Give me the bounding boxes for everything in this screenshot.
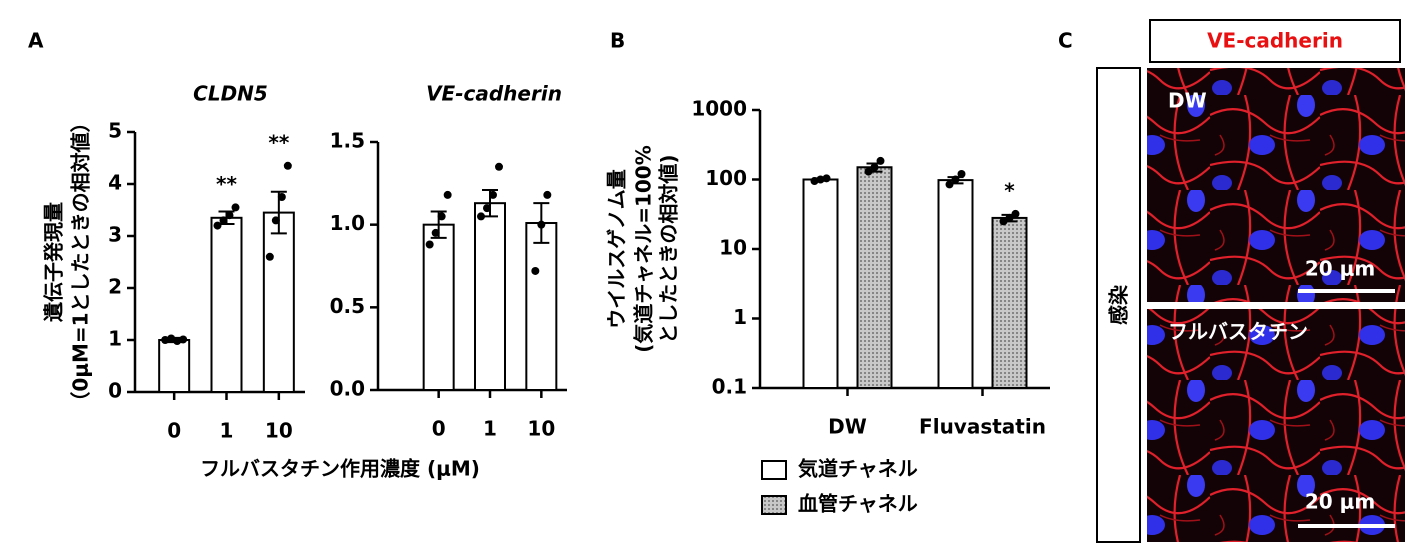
data-point [179,335,188,344]
data-point [489,190,497,199]
side-box [1096,67,1141,543]
bar [991,216,1028,389]
bar [802,178,839,389]
data-point [277,193,286,201]
chart-title: CLDN5 [193,82,268,106]
scale-bar-label: 20 μm [1305,257,1375,281]
legend-label: 血管チャネル [798,492,918,516]
data-point [537,220,546,229]
panel-label: B [610,29,625,53]
y-tick-label: 0.5 [330,294,365,318]
y-tick-label: 4 [108,171,122,195]
y-tick-label: 100 [705,166,747,190]
y-tick-label: 2 [108,275,122,299]
data-point [870,163,879,172]
micrograph [1147,309,1405,542]
y-axis-label: 遺伝子発現量 [42,202,66,322]
y-axis-label: （0μM=1としたときの相対値） [69,112,93,411]
data-point [231,203,240,212]
x-tick-label: 1 [483,417,497,441]
legend-label: 気道チャネル [798,457,918,481]
data-point [957,169,966,178]
y-tick-label: 3 [108,223,122,247]
micrograph [1147,68,1405,302]
legend-swatch [761,460,787,480]
legend-swatch [761,495,787,515]
data-point [999,217,1008,226]
panel-label: C [1058,29,1073,53]
data-point [213,221,222,230]
data-point [425,240,434,249]
chart-title: VE-cadherin [426,82,562,106]
data-point [437,212,446,221]
data-point [543,190,552,199]
data-point [531,266,540,275]
bar [474,202,506,391]
data-point [219,216,228,225]
x-tick-label: DW [828,415,867,439]
x-axis-label: フルバスタチン作用濃度 (μM) [200,457,480,481]
data-point [495,162,503,171]
y-tick-label: 0 [108,379,122,403]
data-point [443,190,452,199]
x-tick-label: 0 [167,419,181,443]
data-point [265,252,274,261]
y-axis-label: ウイルスゲノム量 [605,169,629,328]
data-point [822,174,831,183]
y-tick-label: 1000 [691,97,747,121]
data-point [483,204,491,213]
data-point [810,177,819,186]
y-tick-label: 5 [108,119,122,143]
y-axis-label: としたときの相対値) [657,154,681,343]
y-tick-label: 10 [719,236,747,260]
y-tick-label: 0.0 [330,377,365,401]
y-tick-label: 1 [733,305,747,329]
x-tick-label: 0 [432,417,446,441]
data-point [477,212,485,221]
y-axis-label: (気道チャネル=100% [632,145,656,353]
panel-c-header: VE-cadherin [1207,29,1343,53]
bar [422,223,455,391]
y-tick-label: 1 [108,327,122,351]
data-point [951,175,960,184]
y-tick-label: 1.0 [330,211,365,235]
x-tick-label: 10 [265,419,293,443]
scale-bar-label: 20 μm [1305,490,1375,514]
significance-mark: ** [268,130,289,154]
data-point [225,211,234,220]
data-point [167,334,176,343]
data-point [1005,213,1014,222]
y-tick-label: 1.5 [330,129,365,153]
significance-mark: * [1004,178,1015,202]
data-point [161,336,170,344]
x-tick-label: 10 [527,417,555,441]
bar [856,166,893,389]
data-point [431,228,440,237]
data-point [271,216,280,225]
data-point [816,175,825,184]
data-point [876,156,885,165]
image-label: DW [1168,89,1207,113]
x-tick-label: 1 [220,419,234,443]
significance-mark: ** [216,172,237,196]
x-tick-label: Fluvastatin [919,415,1046,439]
header-box [1149,19,1401,63]
panel-label: A [28,29,44,53]
bar [525,222,558,391]
image-label: フルバスタチン [1168,320,1308,344]
data-point [864,167,873,176]
y-tick-label: 0.1 [712,375,747,399]
bar [262,211,295,393]
data-point [173,337,182,346]
bar [210,216,243,393]
data-point [945,180,954,189]
bar [937,179,974,389]
data-point [1011,209,1020,218]
panel-c-side-label: 感染 [1107,284,1131,325]
data-point [283,161,292,170]
bar [158,339,191,393]
